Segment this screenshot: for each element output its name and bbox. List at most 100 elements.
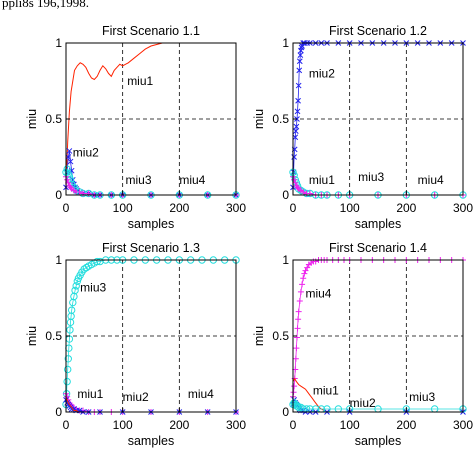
x-tick-label: 100 xyxy=(340,201,360,215)
y-tick-label: 1 xyxy=(55,253,62,267)
data-point xyxy=(67,306,76,314)
x-axis-label: samples xyxy=(355,434,402,448)
data-point xyxy=(66,148,73,154)
data-point xyxy=(76,188,83,195)
data-point xyxy=(294,325,301,332)
y-tick-label: 0 xyxy=(55,405,62,419)
series-1 xyxy=(65,42,236,188)
y-axis-label: miu xyxy=(25,326,39,346)
data-point xyxy=(93,257,101,266)
series-annotation: miu3 xyxy=(80,280,106,294)
series-annotation: miu4 xyxy=(179,173,205,187)
chart-panel-2: 0 100 200 300 0 0.5 1 First Scenario 1.2 samples… xyxy=(252,24,473,231)
data-point xyxy=(291,383,298,390)
series-1 xyxy=(290,257,466,400)
series-annotation: miu2 xyxy=(73,145,99,159)
series-annotation: miu1 xyxy=(309,173,335,187)
x-tick-label: 0 xyxy=(290,418,297,432)
chart-panel-1: 0 100 200 300 0 0.5 1 First Scenario 1.1 samples… xyxy=(25,24,246,231)
y-axis-label: miu xyxy=(252,326,266,346)
data-point xyxy=(297,288,304,295)
data-point xyxy=(302,267,309,274)
data-point xyxy=(64,365,72,374)
y-tick-label: 0 xyxy=(55,188,62,202)
data-point xyxy=(293,123,300,130)
data-point xyxy=(67,158,74,165)
x-axis-label: samples xyxy=(128,217,175,231)
data-point xyxy=(294,403,303,412)
chart-title: First Scenario 1.4 xyxy=(329,241,427,255)
x-tick-label: 200 xyxy=(169,201,189,215)
series-4 xyxy=(289,399,467,413)
series-line xyxy=(292,259,463,397)
series-annotation: miu4 xyxy=(188,387,214,401)
series-annotation: miu2 xyxy=(123,390,149,404)
data-point xyxy=(293,334,300,341)
x-tick-label: 300 xyxy=(453,418,473,432)
data-point xyxy=(304,264,311,271)
data-point xyxy=(290,389,297,396)
series-line xyxy=(292,42,463,188)
x-tick-label: 100 xyxy=(113,418,133,432)
x-tick-label: 200 xyxy=(396,418,416,432)
data-point xyxy=(300,275,307,282)
y-axis-label: miu xyxy=(25,109,39,129)
series-annotation: miu3 xyxy=(409,390,435,404)
series-1 xyxy=(290,40,466,191)
y-tick-label: 0 xyxy=(282,405,289,419)
chart-title: First Scenario 1.3 xyxy=(102,241,200,255)
y-tick-label: 0 xyxy=(282,188,289,202)
x-tick-label: 200 xyxy=(169,418,189,432)
data-point xyxy=(299,281,306,288)
data-point xyxy=(63,165,71,173)
data-point xyxy=(64,176,71,183)
series-annotation: miu1 xyxy=(127,74,153,88)
data-point xyxy=(68,406,75,412)
series-annotation: miu1 xyxy=(77,387,103,401)
x-tick-label: 300 xyxy=(453,201,473,215)
series-annotation: miu2 xyxy=(309,66,335,80)
data-point xyxy=(296,58,303,65)
series-annotation: miu3 xyxy=(358,170,384,184)
data-point xyxy=(298,44,305,51)
data-point xyxy=(296,67,303,74)
series-annotation: miu4 xyxy=(305,286,331,300)
data-point xyxy=(295,308,302,315)
series-annotation: miu4 xyxy=(418,173,444,187)
y-tick-label: 1 xyxy=(55,36,62,50)
chart-title: First Scenario 1.1 xyxy=(102,24,200,38)
x-tick-label: 300 xyxy=(226,418,246,432)
chart-title: First Scenario 1.2 xyxy=(329,24,427,38)
x-tick-label: 0 xyxy=(63,418,70,432)
y-tick-label: 1 xyxy=(282,36,289,50)
data-point xyxy=(71,286,79,295)
data-point xyxy=(65,154,72,160)
x-tick-label: 200 xyxy=(396,201,416,215)
x-tick-label: 0 xyxy=(63,201,70,215)
x-tick-label: 0 xyxy=(290,201,297,215)
series-annotation: miu3 xyxy=(126,173,152,187)
x-tick-label: 100 xyxy=(113,201,133,215)
data-point xyxy=(292,355,299,362)
y-tick-label: 0.5 xyxy=(272,329,289,343)
data-point xyxy=(292,134,299,141)
series-line xyxy=(65,42,236,188)
y-tick-label: 0.5 xyxy=(45,329,62,343)
data-point xyxy=(292,128,299,135)
data-point xyxy=(295,97,301,104)
y-axis-label: miu xyxy=(252,109,266,129)
data-point xyxy=(293,345,300,352)
series-annotation: miu1 xyxy=(313,384,339,398)
data-point xyxy=(295,316,302,323)
cropped-header-text: ppli8s 196,1998. xyxy=(2,0,90,10)
data-point xyxy=(291,176,298,183)
chart-panel-4: 0 100 200 300 0 0.5 1 First Scenario 1.4 samples… xyxy=(252,241,473,448)
data-point xyxy=(63,377,71,386)
data-point xyxy=(300,188,307,195)
data-point xyxy=(293,402,302,410)
y-tick-label: 0.5 xyxy=(45,112,62,126)
data-point xyxy=(297,186,305,195)
data-point xyxy=(296,298,303,305)
y-tick-label: 0.5 xyxy=(272,112,289,126)
